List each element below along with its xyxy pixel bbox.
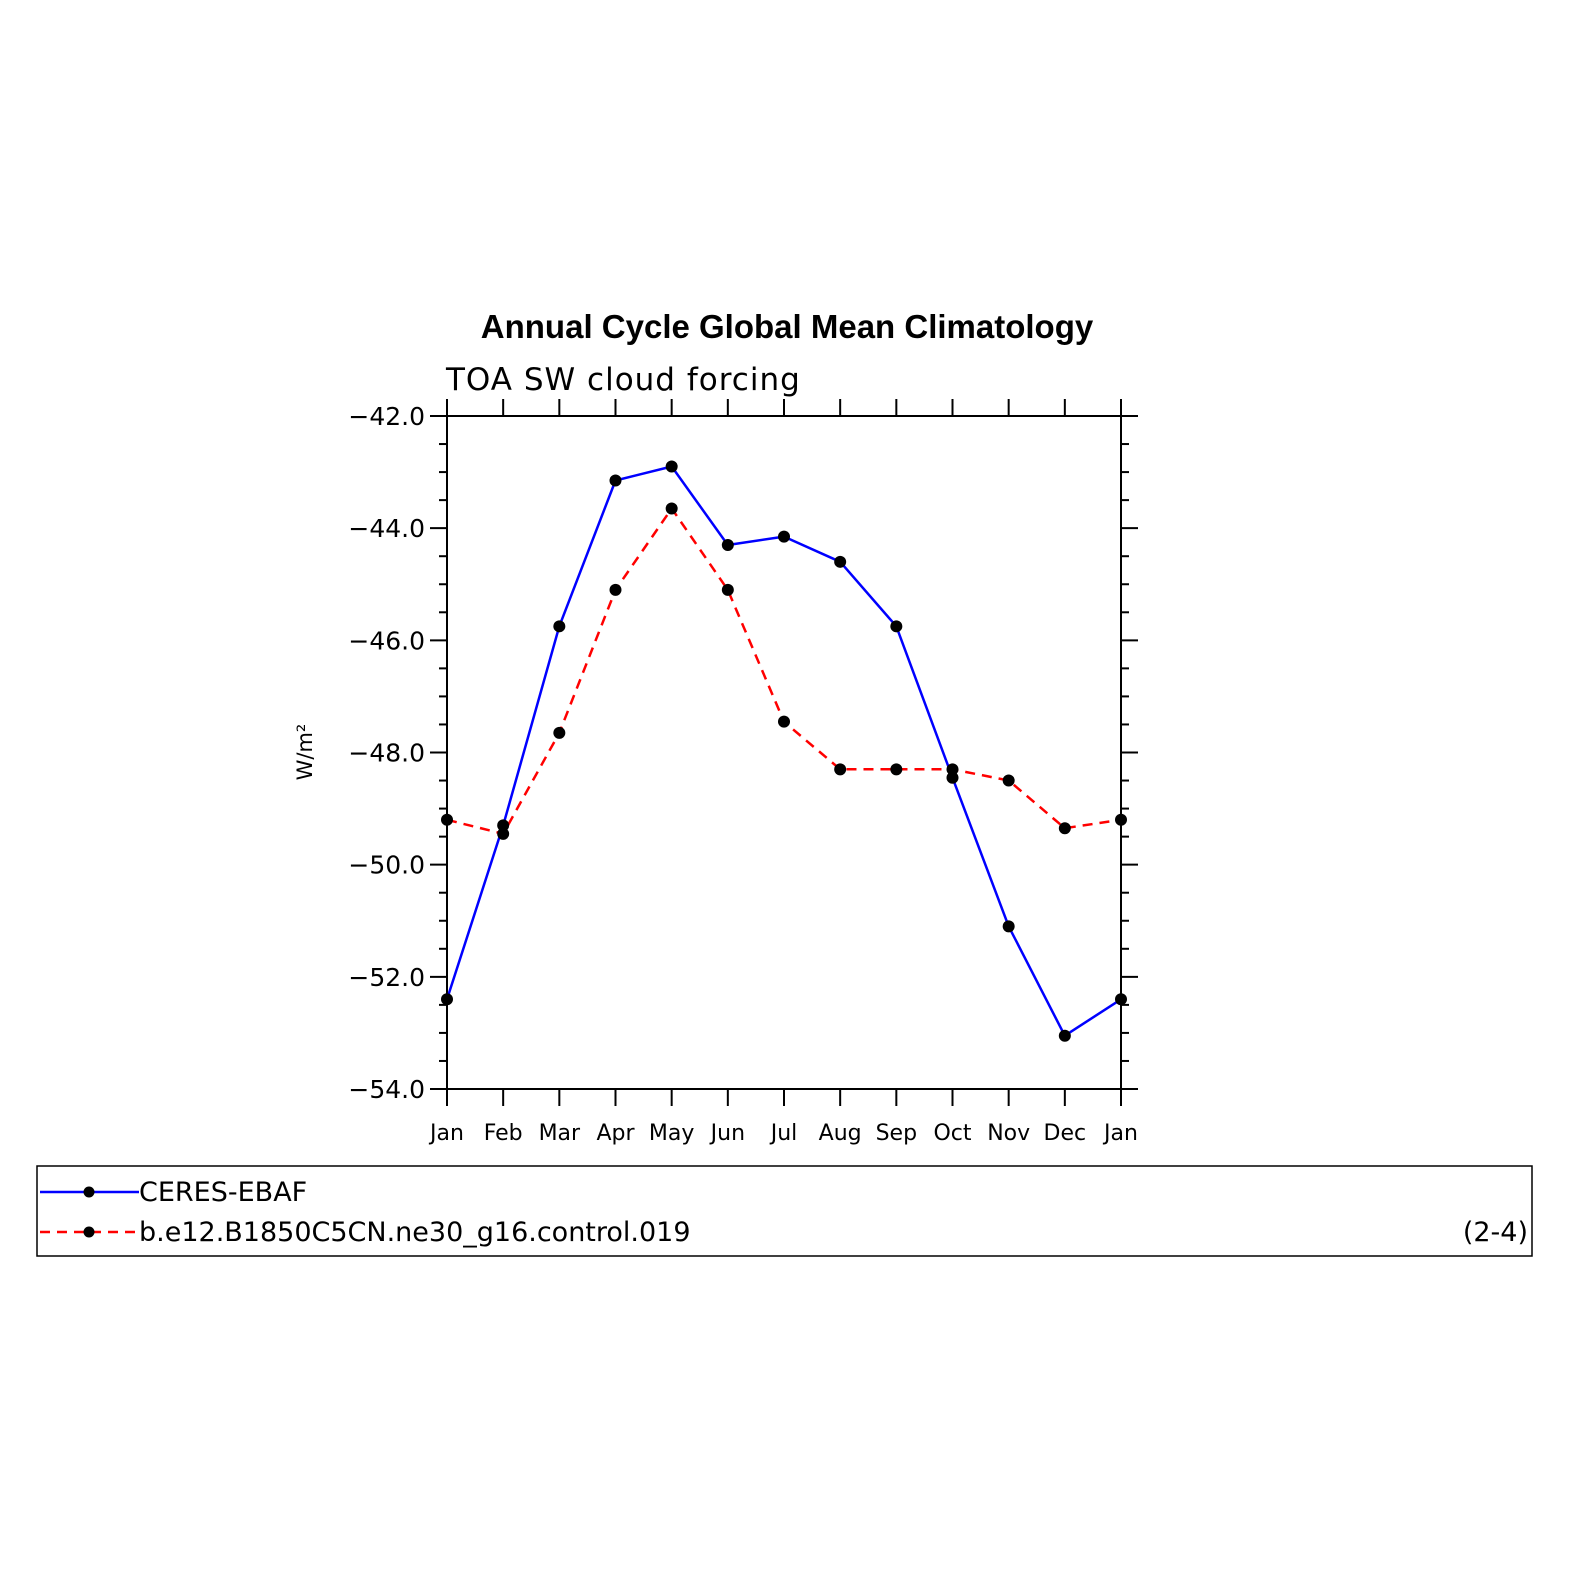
series-0-point: [834, 555, 847, 568]
x-tick-label: Nov: [987, 1121, 1030, 1146]
series-1-point: [890, 763, 903, 776]
series-1-point: [721, 583, 734, 596]
x-tick-label: Oct: [933, 1121, 971, 1146]
x-tick-label: Jan: [428, 1121, 464, 1146]
series-1-point: [834, 763, 847, 776]
x-tick-label: Jul: [769, 1121, 798, 1146]
y-tick-label: −52.0: [348, 963, 425, 992]
series-1-point: [497, 827, 510, 840]
legend-marker-ceres: [83, 1186, 95, 1198]
series-0-point: [441, 993, 453, 1006]
x-tick-label: Sep: [876, 1121, 917, 1146]
y-tick-label: −50.0: [348, 851, 425, 880]
series-1-point: [946, 763, 959, 776]
series-0-point: [665, 460, 678, 473]
x-tick-label: Jan: [1102, 1121, 1138, 1146]
series-1-point: [553, 726, 566, 739]
y-tick-label: −48.0: [348, 739, 425, 768]
series-0-point: [1115, 993, 1127, 1006]
series-0-point: [497, 819, 510, 832]
legend-label-ceres: CERES-EBAF: [139, 1177, 307, 1208]
x-tick-label: Mar: [539, 1121, 581, 1146]
series-line-0: [445, 465, 1122, 1037]
x-tick-label: Feb: [484, 1121, 523, 1146]
series-0-point: [609, 474, 622, 487]
y-tick-label: −54.0: [348, 1075, 425, 1104]
series-0-point: [1002, 920, 1015, 933]
series-0-point: [553, 620, 566, 633]
series-1-point: [609, 583, 622, 596]
plot-frame: [446, 415, 1122, 1090]
x-tick-label: Dec: [1044, 1121, 1087, 1146]
series-line-1: [446, 507, 1122, 836]
series-1-point: [665, 502, 678, 515]
series-lines: [445, 465, 1122, 1037]
series-0-point: [721, 538, 734, 551]
series-0-point: [778, 530, 790, 543]
legend-label-model: b.e12.B1850C5CN.ne30_g16.control.019: [139, 1217, 691, 1248]
legend-box: [36, 1165, 1533, 1257]
series-1-point: [778, 715, 790, 728]
legend: CERES-EBAF b.e12.B1850C5CN.ne30_g16.cont…: [36, 1165, 1533, 1257]
series-1-point: [441, 813, 453, 826]
chart-title: Annual Cycle Global Mean Climatology: [481, 308, 1094, 345]
x-tick-label: Jun: [709, 1121, 745, 1146]
legend-marker-model: [83, 1226, 95, 1238]
series-0-point: [890, 620, 903, 633]
series-0-point: [1058, 1029, 1071, 1042]
series-0-point: [946, 771, 959, 784]
series-markers: [441, 460, 1127, 1042]
series-1-point: [1058, 822, 1071, 835]
x-tick-label: Apr: [596, 1121, 635, 1146]
y-tick-label: −46.0: [348, 626, 425, 655]
y-tick-label: −44.0: [348, 514, 425, 543]
y-tick-label: −42.0: [348, 402, 425, 431]
x-tick-label: Aug: [819, 1121, 862, 1146]
panel-label: (2-4): [1463, 1217, 1528, 1248]
x-tick-label: May: [649, 1121, 694, 1146]
chart-subtitle: TOA SW cloud forcing: [445, 362, 801, 398]
y-axis-label: W/m²: [293, 724, 317, 781]
series-1-point: [1115, 813, 1127, 826]
series-1-point: [1002, 774, 1015, 787]
